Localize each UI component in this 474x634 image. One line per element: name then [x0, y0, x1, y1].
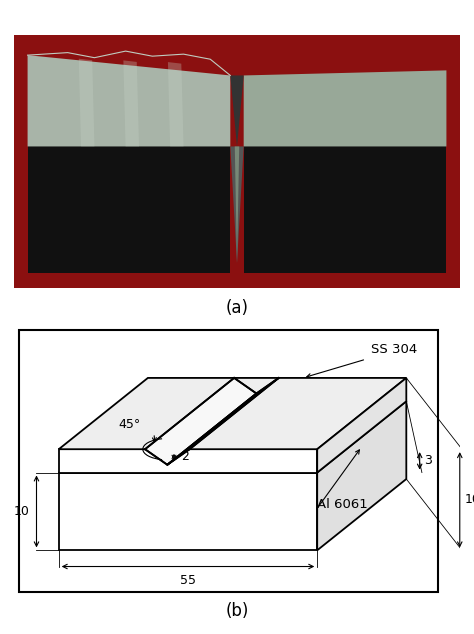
Polygon shape: [123, 60, 139, 146]
Polygon shape: [168, 62, 183, 146]
FancyBboxPatch shape: [18, 330, 438, 592]
Text: 45°: 45°: [118, 418, 141, 431]
Polygon shape: [59, 472, 317, 550]
Polygon shape: [230, 146, 244, 263]
Polygon shape: [59, 401, 406, 472]
Polygon shape: [317, 401, 406, 550]
Polygon shape: [317, 378, 406, 472]
Polygon shape: [167, 378, 279, 465]
Polygon shape: [79, 59, 94, 146]
Polygon shape: [14, 35, 460, 288]
Text: Al 6061: Al 6061: [317, 498, 368, 512]
Text: 55: 55: [180, 574, 196, 586]
Text: 3: 3: [424, 455, 432, 467]
Polygon shape: [27, 55, 230, 146]
Polygon shape: [244, 70, 447, 146]
Polygon shape: [235, 146, 239, 263]
Text: 2: 2: [181, 451, 189, 463]
Text: 10: 10: [14, 505, 30, 518]
Polygon shape: [59, 378, 406, 450]
Polygon shape: [230, 75, 244, 146]
Polygon shape: [27, 146, 230, 273]
Text: (b): (b): [225, 602, 249, 620]
Polygon shape: [244, 146, 447, 273]
Text: 10: 10: [464, 493, 474, 507]
Text: SS 304: SS 304: [371, 343, 417, 356]
Text: (a): (a): [226, 299, 248, 317]
Polygon shape: [145, 378, 256, 465]
Polygon shape: [59, 450, 317, 472]
